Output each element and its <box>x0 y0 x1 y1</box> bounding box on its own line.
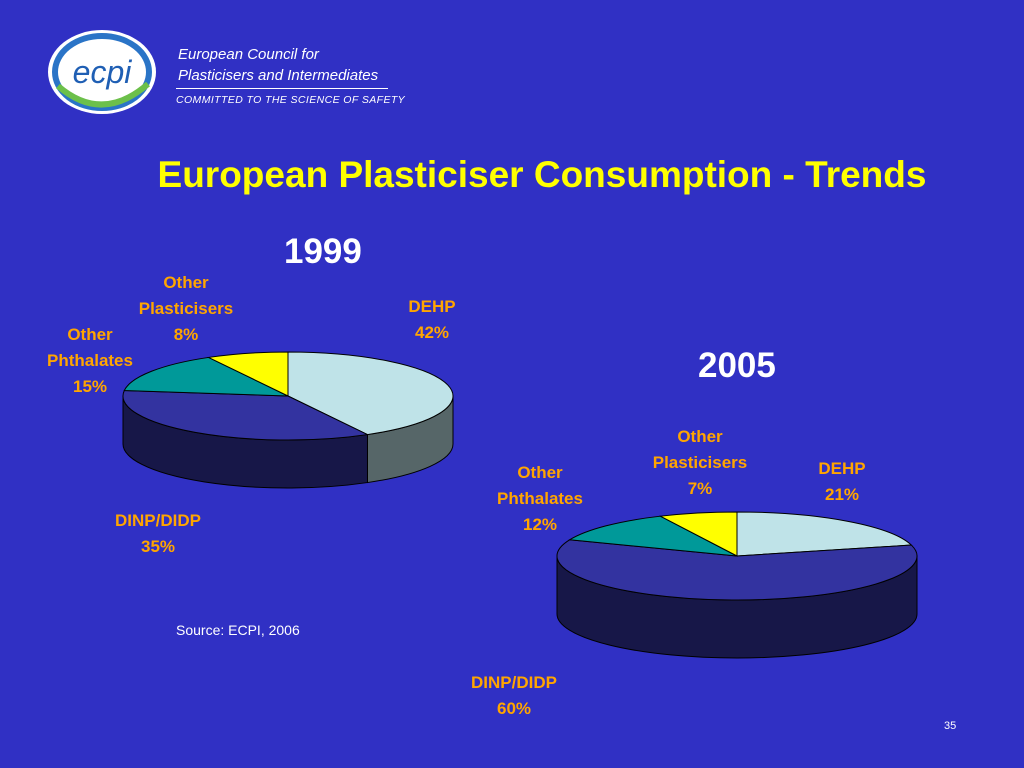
slice-label-value: 7% <box>687 479 713 498</box>
org-name: European Council for Plasticisers and In… <box>178 44 378 86</box>
slice-label-value: 21% <box>824 485 860 504</box>
slice-label-value: 8% <box>173 325 199 344</box>
org-name-line1: European Council for <box>178 46 319 63</box>
pie-1999-slice-other-plasticisers <box>206 351 289 397</box>
slice-label-value: 60% <box>496 699 532 718</box>
slice-label-value: 42% <box>414 323 450 342</box>
label-1999-dinp-didp: DINP/DIDP 35% <box>78 508 238 560</box>
pie-2005 <box>556 511 918 659</box>
ecpi-logo: ecpi <box>44 28 164 118</box>
logo-wordmark: ecpi <box>73 54 133 90</box>
slice-label-name: Other <box>517 463 563 482</box>
page-number: 35 <box>944 720 957 732</box>
slice-label-name: DEHP <box>408 297 456 316</box>
slice-label-name: Plasticisers <box>652 453 748 472</box>
pie-2005-slice-other-plasticisers <box>658 511 738 557</box>
org-name-line2: Plasticisers and Intermediates <box>178 67 379 84</box>
ecpi-logo-icon: ecpi <box>48 30 156 114</box>
slice-label-name: Other <box>163 273 209 292</box>
pie-1999 <box>122 351 454 489</box>
label-1999-dehp: DEHP 42% <box>352 294 512 346</box>
pie-2005-slice-dinp-didp <box>556 539 918 601</box>
chart-title-1999: 1999 <box>284 232 362 271</box>
slice-label-value: 35% <box>140 537 176 556</box>
slice-label-name: Phthalates <box>497 489 583 508</box>
chart-title-2005: 2005 <box>698 346 776 385</box>
pie-1999-slice-dehp <box>287 351 454 436</box>
slice-label-value: 12% <box>522 515 558 534</box>
source-note: Source: ECPI, 2006 <box>176 622 300 638</box>
label-2005-dehp: DEHP 21% <box>762 456 922 508</box>
slice-label-name: DEHP <box>818 459 866 478</box>
label-2005-other-phthalates: Other Phthalates 12% <box>460 460 620 538</box>
slice-label-name: DINP/DIDP <box>471 673 557 692</box>
slice-label-name: Other <box>677 427 723 446</box>
pie-2005-slice-other-phthalates <box>568 515 738 557</box>
slice-label-name: Other <box>67 325 113 344</box>
label-2005-other-plasticisers: Other Plasticisers 7% <box>620 424 780 502</box>
slice-label-name: DINP/DIDP <box>115 511 201 530</box>
pie-1999-slice-dinp-didp <box>122 389 370 441</box>
org-tagline: COMMITTED TO THE SCIENCE OF SAFETY <box>176 94 406 106</box>
slice-label-value: 15% <box>72 377 108 396</box>
slice-label-name: Phthalates <box>47 351 133 370</box>
slide-title: European Plasticiser Consumption - Trend… <box>157 154 927 195</box>
label-1999-other-phthalates: Other Phthalates 15% <box>10 322 170 400</box>
pie-2005-slice-dehp <box>736 511 913 557</box>
label-2005-dinp-didp: DINP/DIDP 60% <box>434 670 594 722</box>
pie-1999-slice-other-phthalates <box>123 356 289 397</box>
label-1999-other-plasticisers: Other Plasticisers 8% <box>106 270 266 348</box>
org-divider <box>176 88 388 89</box>
slice-label-name: Plasticisers <box>138 299 234 318</box>
